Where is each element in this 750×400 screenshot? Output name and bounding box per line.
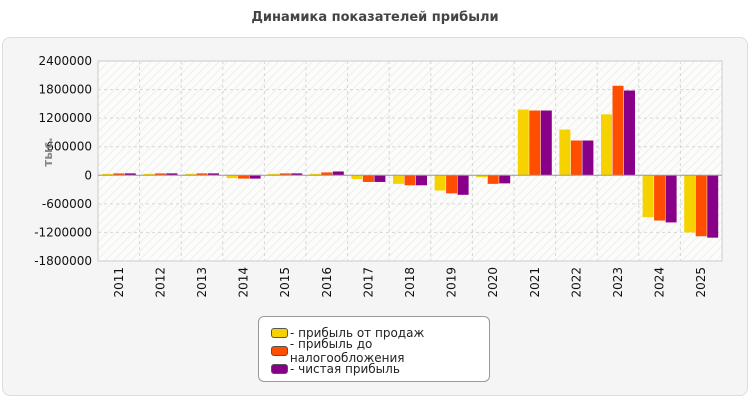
bar-2016-series-2 bbox=[332, 171, 344, 176]
legend: - прибыль от продаж - прибыль до налогоо… bbox=[258, 316, 490, 382]
y-tick-label: 2400000 bbox=[39, 54, 92, 68]
y-tick-label: -1200000 bbox=[34, 225, 92, 239]
bar-2015-series-0 bbox=[268, 173, 280, 176]
y-tick-label: 0 bbox=[84, 168, 92, 182]
bar-2021-series-0 bbox=[517, 109, 529, 176]
bar-2015-series-2 bbox=[291, 173, 303, 176]
legend-label-sales-profit: - прибыль от продаж bbox=[290, 326, 425, 340]
x-tick-label: 2016 bbox=[320, 267, 334, 298]
x-tick-labels: 2011 2012 2013 2014 2015 2016 2017 2018 2019 2020… bbox=[112, 267, 708, 298]
bar-2025-series-2 bbox=[707, 175, 719, 238]
x-tick-label: 2019 bbox=[445, 267, 459, 298]
legend-label-net-profit: - чистая прибыль bbox=[290, 362, 400, 376]
legend-item-pretax-profit: - прибыль до налогообложения bbox=[271, 337, 489, 365]
bar-2014-series-2 bbox=[249, 175, 261, 179]
x-tick-label: 2017 bbox=[361, 267, 375, 298]
x-tick-label: 2013 bbox=[195, 267, 209, 298]
bar-2021-series-1 bbox=[529, 110, 541, 176]
bar-2012-series-0 bbox=[143, 173, 155, 176]
bar-2013-series-1 bbox=[196, 173, 208, 176]
bar-2019-series-2 bbox=[457, 175, 469, 195]
bar-2011-series-1 bbox=[113, 173, 125, 176]
legend-item-sales-profit: - прибыль от продаж bbox=[271, 324, 489, 342]
bar-2018-series-2 bbox=[416, 175, 427, 186]
bar-2013-series-0 bbox=[185, 173, 196, 176]
bar-2019-series-0 bbox=[434, 175, 446, 191]
bar-2017-series-2 bbox=[374, 175, 386, 182]
bar-2020-series-0 bbox=[476, 175, 488, 178]
bar-2025-series-1 bbox=[695, 175, 707, 237]
bar-2017-series-0 bbox=[351, 175, 363, 180]
bar-2012-series-1 bbox=[154, 173, 166, 176]
bar-2011-series-2 bbox=[124, 173, 136, 176]
bar-2024-series-1 bbox=[654, 175, 666, 221]
bar-2022-series-0 bbox=[559, 129, 571, 176]
bar-2021-series-2 bbox=[540, 110, 552, 176]
y-tick-label: 1800000 bbox=[39, 83, 92, 97]
bar-2018-series-1 bbox=[404, 175, 416, 186]
bar-2020-series-1 bbox=[487, 175, 499, 184]
bar-2012-series-2 bbox=[166, 173, 178, 176]
chart-title: Динамика показателей прибыли bbox=[251, 10, 499, 25]
bar-2014-series-0 bbox=[226, 175, 238, 179]
x-tick-label: 2021 bbox=[528, 267, 542, 298]
x-tick-label: 2023 bbox=[611, 267, 625, 298]
legend-label-pretax-profit: - прибыль до налогообложения bbox=[289, 337, 405, 365]
y-axis-label: тыс. bbox=[41, 137, 55, 166]
x-tick-label: 2015 bbox=[278, 267, 292, 298]
legend-swatch-pretax-profit bbox=[271, 346, 288, 356]
x-tick-label: 2024 bbox=[653, 267, 667, 298]
x-tick-label: 2025 bbox=[694, 267, 708, 298]
bar-2022-series-2 bbox=[582, 140, 594, 176]
legend-item-net-profit: - чистая прибыль bbox=[271, 360, 489, 378]
bar-2020-series-2 bbox=[499, 175, 511, 184]
bar-2023-series-0 bbox=[601, 114, 612, 176]
bar-2025-series-0 bbox=[684, 175, 696, 233]
y-tick-labels: 2400000 1800000 1200000 600000 0 -600000 -1200… bbox=[34, 54, 92, 268]
bar-2023-series-1 bbox=[612, 85, 624, 176]
bar-2016-series-1 bbox=[321, 172, 333, 176]
legend-swatch-sales-profit bbox=[271, 328, 288, 338]
bar-2011-series-0 bbox=[101, 173, 113, 176]
bar-2017-series-1 bbox=[362, 175, 374, 182]
x-tick-label: 2011 bbox=[112, 267, 126, 298]
bar-2024-series-2 bbox=[665, 175, 677, 223]
bars bbox=[101, 85, 719, 238]
bar-2016-series-0 bbox=[309, 173, 321, 176]
y-tick-label: -1800000 bbox=[34, 254, 92, 268]
legend-swatch-net-profit bbox=[271, 364, 288, 374]
bar-2019-series-1 bbox=[446, 175, 458, 194]
x-tick-label: 2018 bbox=[403, 267, 417, 298]
bar-2024-series-0 bbox=[642, 175, 654, 218]
x-tick-label: 2022 bbox=[569, 267, 583, 298]
x-tick-label: 2020 bbox=[486, 267, 500, 298]
y-tick-label: 1200000 bbox=[39, 111, 92, 125]
x-tick-label: 2012 bbox=[153, 267, 167, 298]
bar-2014-series-1 bbox=[238, 175, 250, 179]
bar-2022-series-1 bbox=[570, 140, 582, 176]
bar-2015-series-1 bbox=[279, 173, 291, 176]
bar-2013-series-2 bbox=[208, 173, 219, 176]
y-tick-label: 600000 bbox=[46, 140, 92, 154]
bar-2023-series-2 bbox=[624, 90, 635, 176]
y-tick-label: -600000 bbox=[42, 197, 92, 211]
x-tick-label: 2014 bbox=[237, 267, 251, 298]
bar-2018-series-0 bbox=[393, 175, 404, 184]
